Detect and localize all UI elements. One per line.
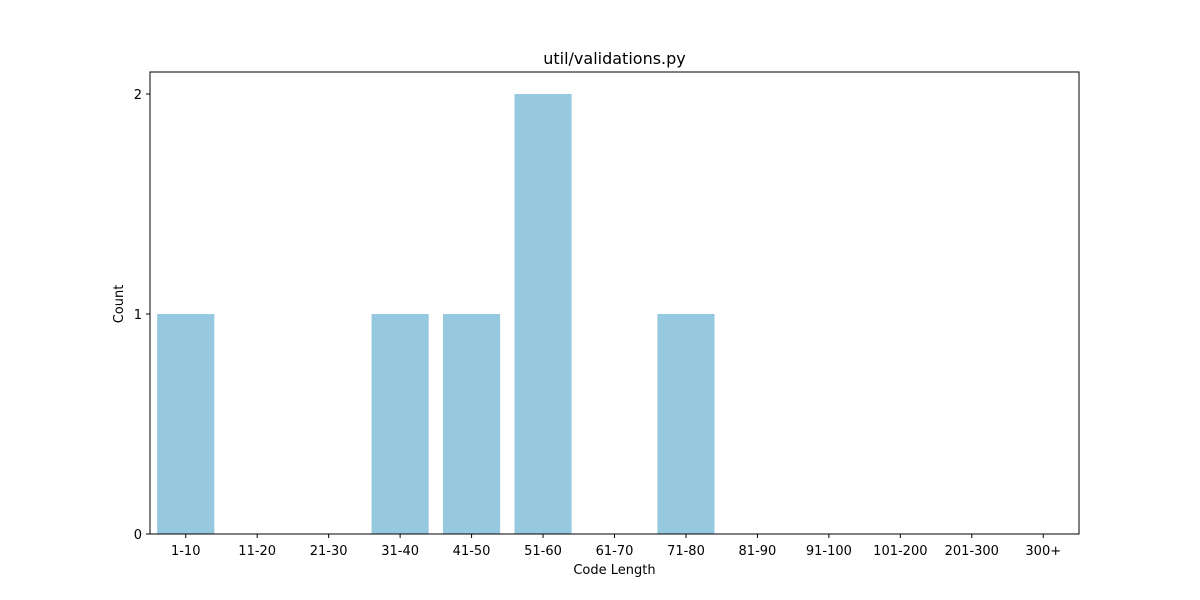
x-tick-label: 41-50 — [453, 544, 491, 559]
x-tick-label: 51-60 — [524, 544, 562, 559]
bar-1-10 — [157, 314, 215, 534]
bar-41-50 — [442, 314, 501, 534]
y-tick-label: 1 — [134, 308, 142, 323]
x-tick-label: 201-300 — [945, 544, 999, 559]
x-tick-label: 11-20 — [238, 544, 276, 559]
x-tick-label: 21-30 — [310, 544, 348, 559]
x-tick-label: 91-100 — [806, 544, 852, 559]
x-tick-label: 81-90 — [739, 544, 777, 559]
y-tick-label: 2 — [134, 88, 142, 103]
plot-frame — [149, 71, 1080, 535]
x-axis-label: Code Length — [573, 563, 655, 578]
x-axis: 1-10 11-20 21-30 31-40 41-50 51-60 61-70 71-80 8… — [171, 534, 1061, 559]
x-tick-label: 1-10 — [171, 544, 201, 559]
y-tick-label: 0 — [134, 528, 142, 543]
y-axis: 0 1 2 — [134, 88, 150, 543]
bar-51-60 — [514, 94, 572, 534]
x-tick-label: 101-200 — [873, 544, 927, 559]
chart-title: util/validations.py — [543, 49, 686, 68]
x-tick-label: 61-70 — [596, 544, 634, 559]
bar-31-40 — [371, 314, 429, 534]
x-tick-label: 71-80 — [667, 544, 705, 559]
bar-71-80 — [657, 314, 715, 534]
x-tick-label: 31-40 — [381, 544, 419, 559]
x-tick-label: 300+ — [1025, 544, 1061, 559]
y-axis-label: Count — [112, 285, 127, 324]
bars-group — [157, 94, 715, 534]
